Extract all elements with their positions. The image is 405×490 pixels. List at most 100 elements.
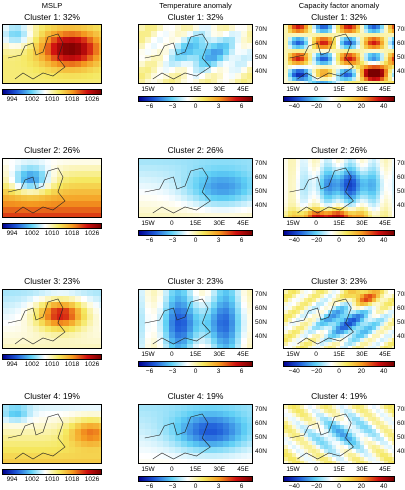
panel-title-temperature-4: Cluster 4: 19% [167, 391, 224, 401]
lat-tick: 40N [397, 333, 405, 340]
lat-tick: 70N [255, 291, 267, 298]
lon-tick: 30E [356, 466, 368, 473]
lat-tick: 70N [255, 26, 267, 33]
panel-title-capacity-4: Cluster 4: 19% [311, 391, 367, 401]
colorbar-tick: 994 [6, 230, 18, 237]
colorbar-tick: 1010 [44, 230, 60, 237]
colorbar-tick: 1018 [64, 361, 80, 368]
lon-tick: 15W [286, 220, 300, 227]
map-mslp-1 [2, 24, 102, 84]
colorbar-tick: 3 [216, 368, 221, 375]
map-capacity-2 [283, 158, 395, 218]
colorbar-tick: −6 [145, 368, 154, 375]
lat-tick: 60N [255, 40, 267, 47]
colorbar-temperature-1 [138, 96, 253, 102]
column-title-temperature: Temperature anomaly [159, 1, 232, 10]
lat-tick: 40N [255, 448, 267, 455]
lon-tick: 15E [189, 466, 202, 473]
lon-tick: 45E [379, 86, 391, 93]
colorbar-tick: 1026 [84, 361, 100, 368]
colorbar-tick: 20 [357, 483, 366, 490]
colorbar-tick: 1002 [24, 476, 40, 483]
lat-tick: 50N [397, 434, 405, 441]
colorbar-tick: 20 [357, 237, 366, 244]
colorbar-tick: 3 [216, 483, 221, 490]
lat-tick: 40N [255, 333, 267, 340]
colorbar-tick: 3 [216, 103, 221, 110]
map-mslp-3 [2, 289, 102, 349]
lat-tick: 70N [397, 26, 405, 33]
colorbar-tick: 6 [239, 483, 244, 490]
lat-tick: 60N [255, 305, 267, 312]
map-mslp-4 [2, 404, 102, 464]
column-title-capacity: Capacity factor anomaly [298, 1, 380, 10]
lon-tick: 15W [141, 351, 155, 358]
colorbar-tick: −3 [168, 237, 177, 244]
colorbar-tick: 40 [380, 483, 388, 490]
colorbar-tick: 994 [6, 361, 18, 368]
lat-tick: 70N [255, 406, 267, 413]
colorbar-tick: 0 [193, 368, 198, 375]
lat-tick: 50N [255, 188, 267, 195]
colorbar-tick: 1018 [64, 476, 80, 483]
colorbar-tick: 1002 [24, 96, 40, 103]
lon-tick: 0 [314, 466, 318, 473]
colorbar-tick: 1010 [44, 96, 60, 103]
lon-tick: 15W [286, 86, 300, 93]
colorbar-capacity-4 [283, 476, 395, 482]
lon-tick: 15E [189, 351, 202, 358]
colorbar-tick: −40 [288, 483, 300, 490]
colorbar-tick: 40 [380, 237, 388, 244]
colorbar-tick: 3 [216, 237, 221, 244]
lat-tick: 50N [255, 319, 267, 326]
lon-tick: 15W [141, 220, 155, 227]
lon-tick: 45E [237, 220, 249, 227]
lon-tick: 45E [379, 220, 391, 227]
lon-tick: 30E [356, 351, 368, 358]
colorbar-tick: −3 [168, 103, 177, 110]
map-temperature-2 [138, 158, 253, 218]
lon-tick: 30E [356, 220, 368, 227]
lat-tick: 60N [255, 174, 267, 181]
colorbar-tick: 0 [337, 103, 341, 110]
colorbar-temperature-2 [138, 230, 253, 236]
panel-title-temperature-2: Cluster 2: 26% [167, 145, 224, 155]
lon-tick: 0 [314, 351, 318, 358]
colorbar-tick: −40 [288, 237, 300, 244]
colorbar-capacity-3 [283, 361, 395, 367]
lon-tick: 30E [213, 466, 226, 473]
lat-tick: 70N [397, 406, 405, 413]
lat-tick: 60N [255, 420, 267, 427]
map-capacity-3 [283, 289, 395, 349]
lon-tick: 15W [286, 466, 300, 473]
lat-tick: 50N [255, 434, 267, 441]
lon-tick: 0 [314, 86, 318, 93]
colorbar-tick: 994 [6, 476, 18, 483]
lon-tick: 30E [213, 86, 226, 93]
lon-tick: 15W [286, 351, 300, 358]
lon-tick: 15E [333, 86, 345, 93]
lat-tick: 60N [397, 174, 405, 181]
lon-tick: 15E [333, 220, 345, 227]
colorbar-tick: 40 [380, 103, 388, 110]
colorbar-tick: 1010 [44, 476, 60, 483]
lat-tick: 50N [255, 54, 267, 61]
lat-tick: 40N [397, 448, 405, 455]
lat-tick: 50N [397, 188, 405, 195]
lat-tick: 50N [397, 319, 405, 326]
colorbar-tick: 6 [239, 103, 244, 110]
colorbar-tick: 1010 [44, 361, 60, 368]
colorbar-tick: 1018 [64, 96, 80, 103]
panel-title-mslp-3: Cluster 3: 23% [24, 276, 80, 286]
colorbar-tick: 1002 [24, 230, 40, 237]
colorbar-tick: 0 [337, 483, 341, 490]
colorbar-tick: −20 [311, 103, 323, 110]
colorbar-tick: 40 [380, 368, 388, 375]
lon-tick: 0 [169, 220, 174, 227]
lat-tick: 40N [255, 68, 267, 75]
colorbar-temperature-3 [138, 361, 253, 367]
colorbar-tick: 0 [337, 237, 341, 244]
lon-tick: 15W [141, 466, 155, 473]
colorbar-tick: 1002 [24, 361, 40, 368]
colorbar-mslp-1 [2, 89, 102, 95]
